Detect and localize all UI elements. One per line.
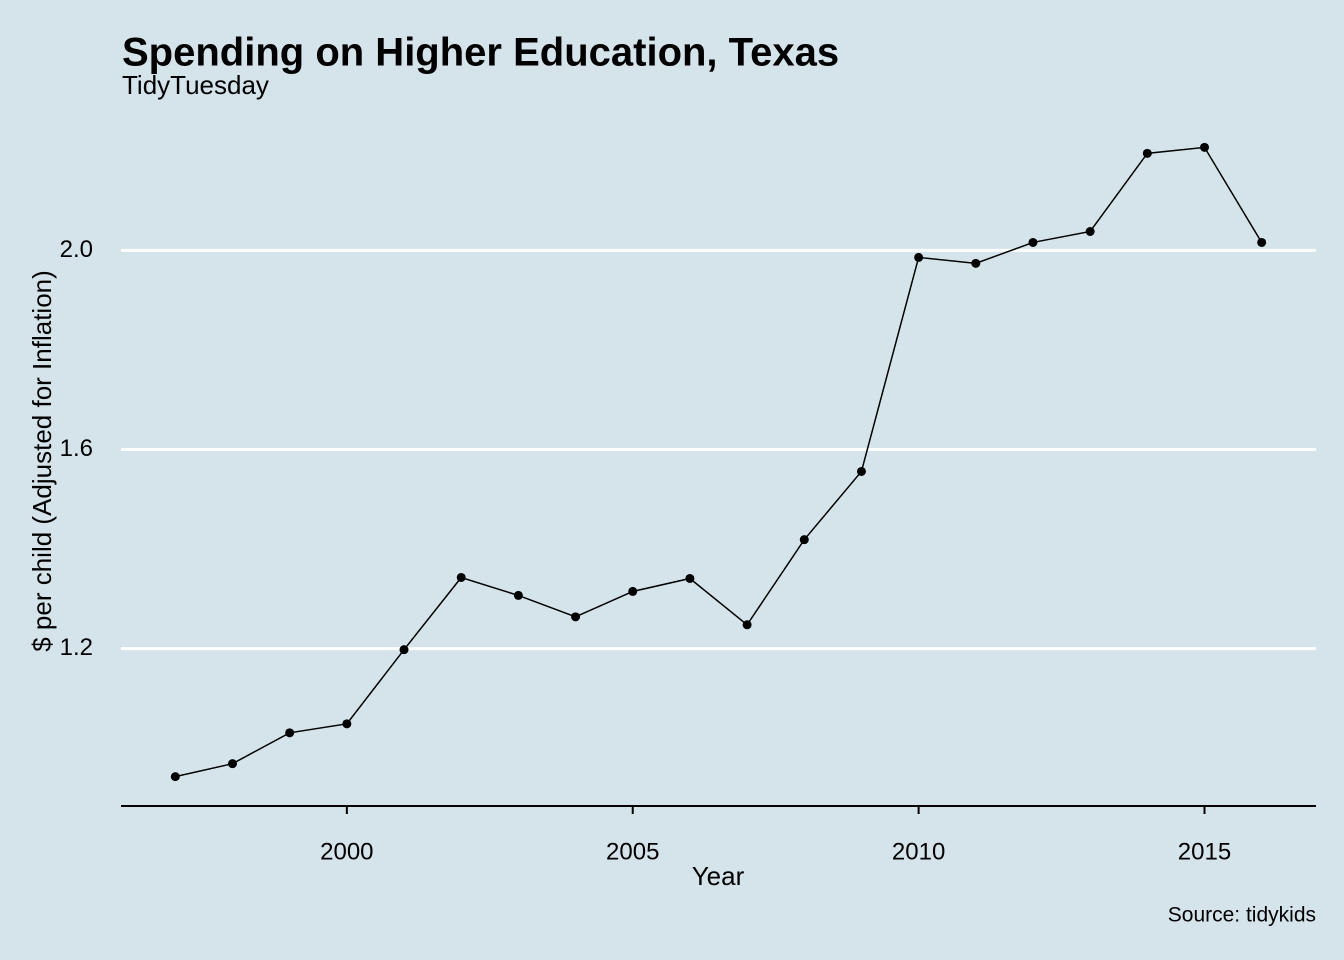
caption: Source: tidykids xyxy=(1168,904,1316,927)
point xyxy=(799,535,809,545)
point xyxy=(1200,142,1210,152)
chart-title: Spending on Higher Education, Texas xyxy=(122,31,839,75)
point xyxy=(1257,237,1267,247)
y-tick-label: 1.6 xyxy=(60,435,93,462)
point xyxy=(1085,226,1095,236)
point xyxy=(628,586,638,596)
y-axis-title: $ per child (Adjusted for Inflation) xyxy=(27,270,57,652)
point xyxy=(227,759,237,769)
point xyxy=(513,590,523,600)
point xyxy=(571,612,581,622)
point xyxy=(285,728,295,738)
x-axis-title: Year xyxy=(692,861,745,891)
point xyxy=(1028,237,1038,247)
y-tick-label: 2.0 xyxy=(60,236,93,263)
line xyxy=(175,146,1263,778)
point xyxy=(685,573,695,583)
point xyxy=(1142,148,1152,158)
point xyxy=(399,645,409,655)
x-tick-label: 2005 xyxy=(606,838,659,865)
x-tick-label: 2010 xyxy=(892,838,945,865)
point xyxy=(914,252,924,262)
point xyxy=(971,258,981,268)
y-tick-label: 1.2 xyxy=(60,634,93,661)
x-tick-label: 2000 xyxy=(320,838,373,865)
x-tick-label: 2015 xyxy=(1178,838,1231,865)
point xyxy=(742,620,752,630)
point xyxy=(856,466,866,476)
point xyxy=(342,719,352,729)
chart-subtitle: TidyTuesday xyxy=(122,70,269,100)
point xyxy=(456,572,466,582)
point xyxy=(170,772,180,782)
